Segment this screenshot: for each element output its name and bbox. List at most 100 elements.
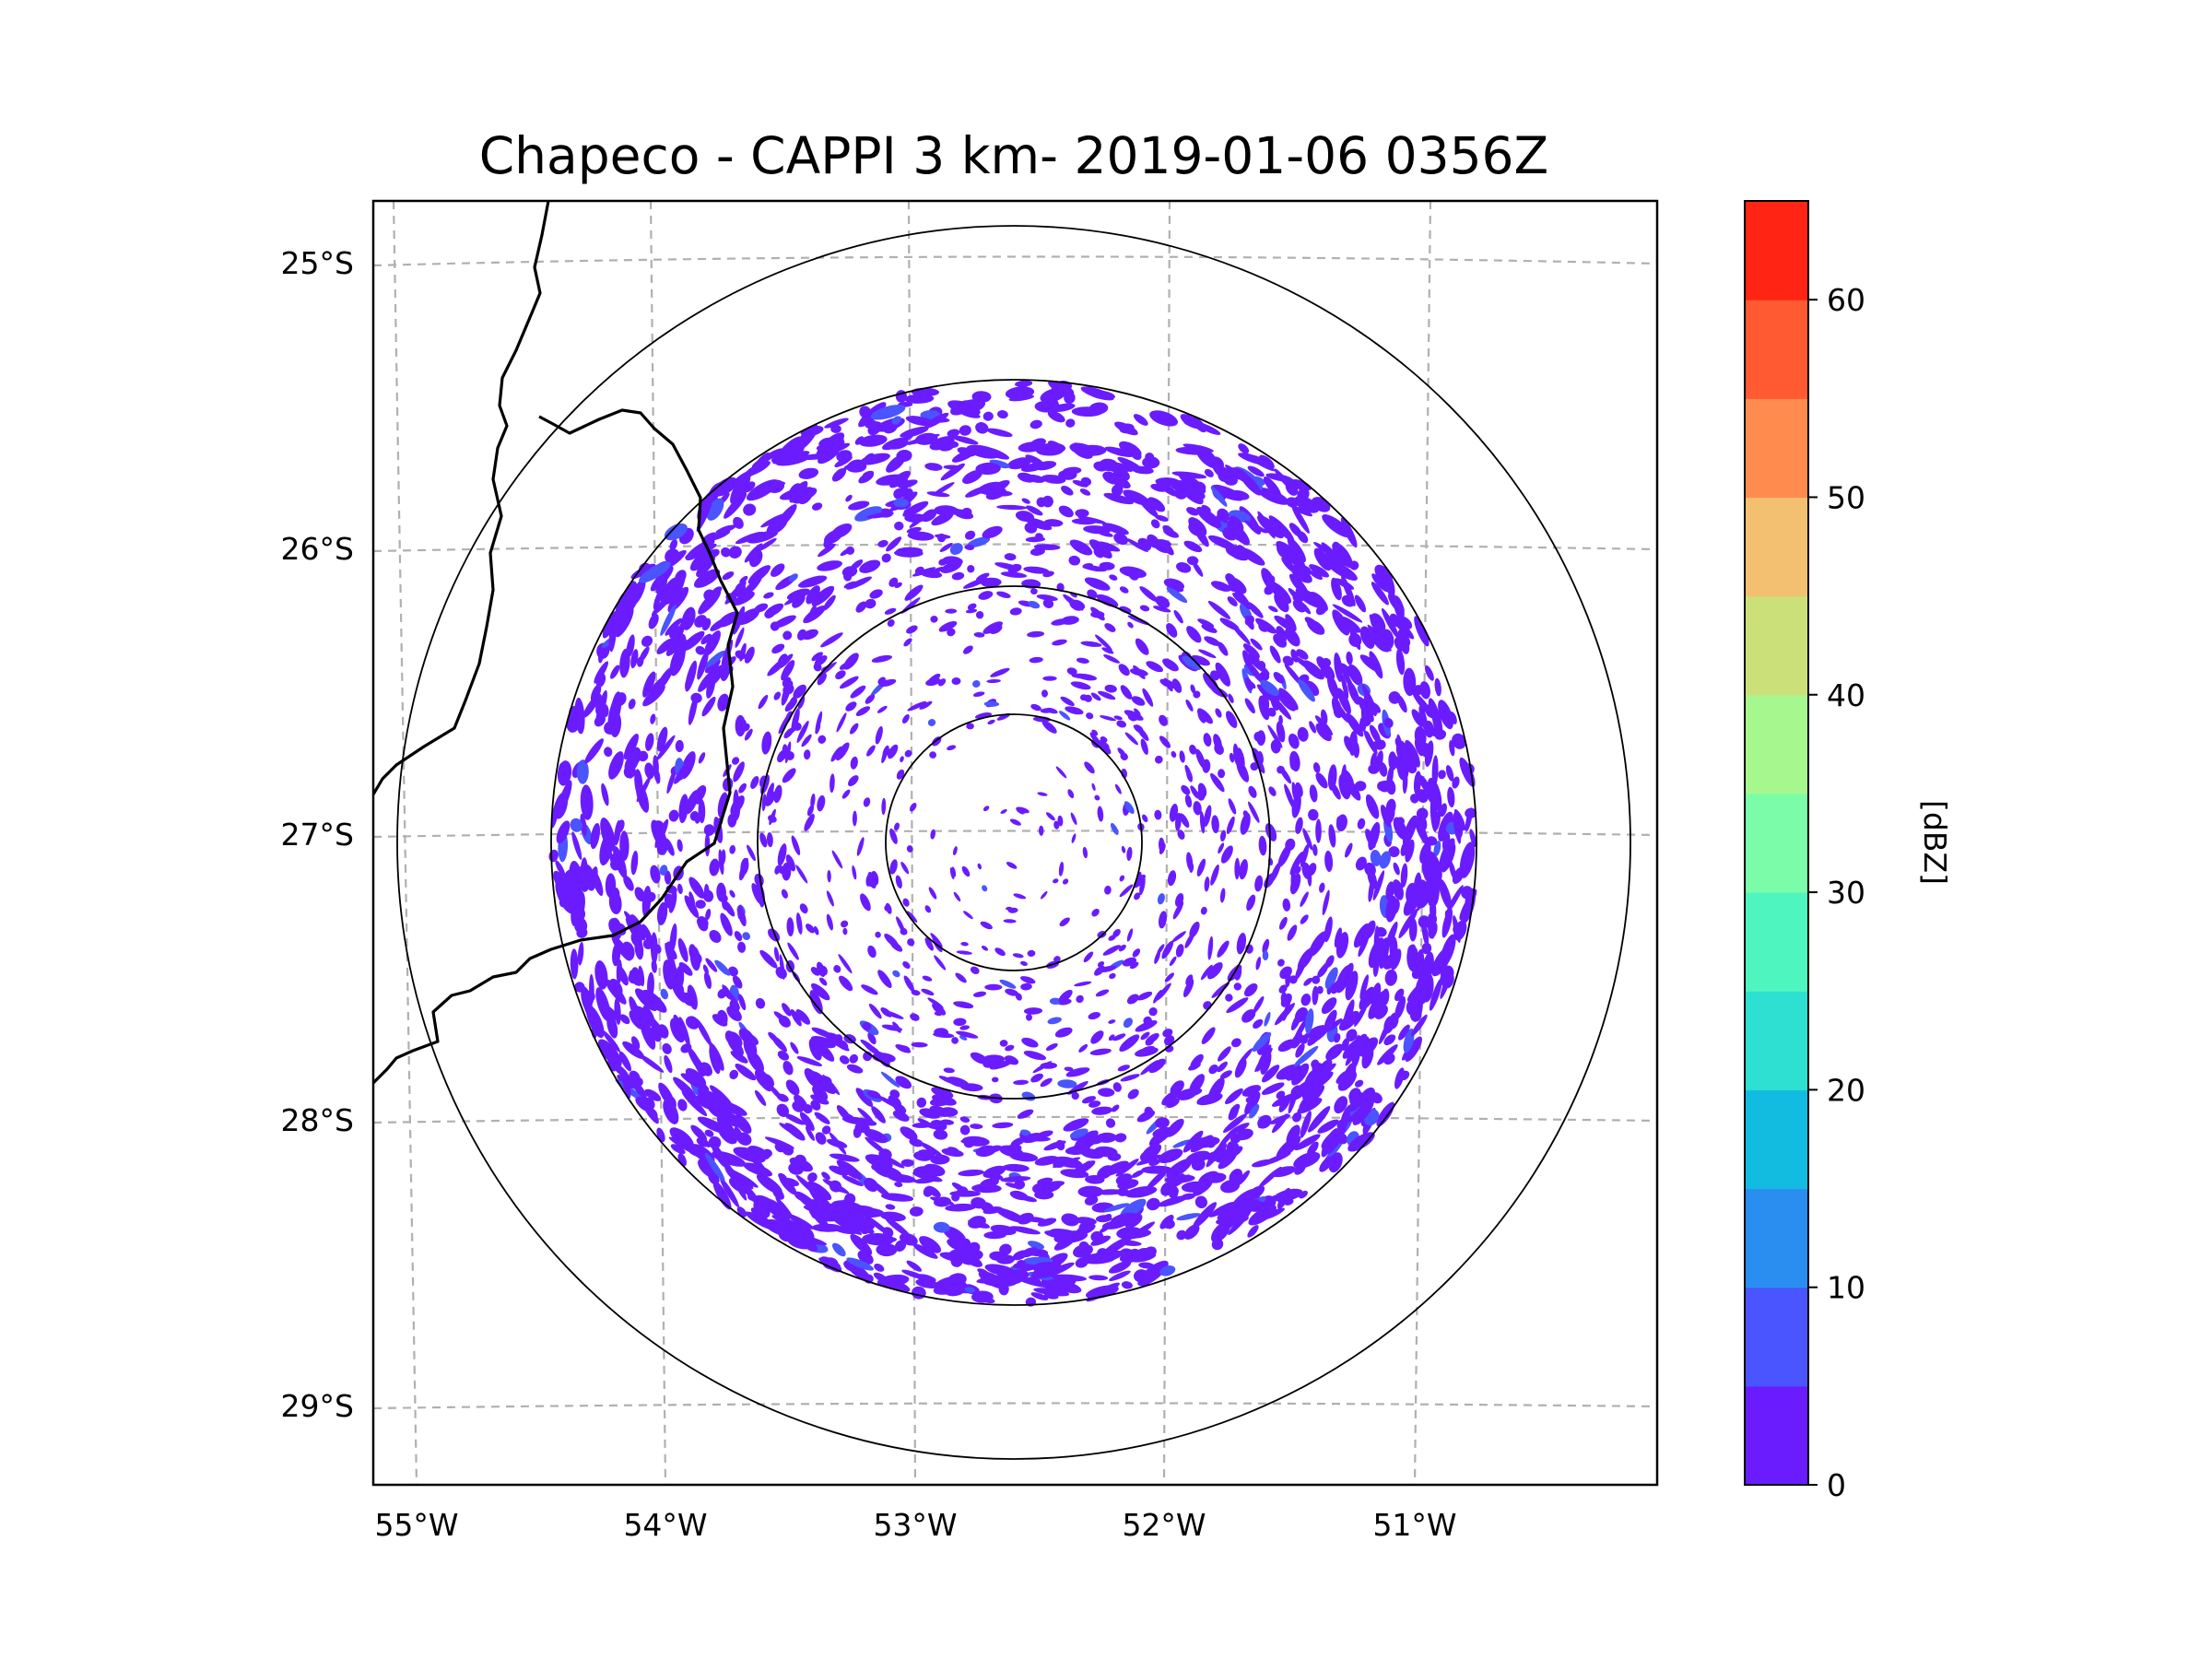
echo-cell bbox=[782, 677, 792, 688]
echo-cell bbox=[1096, 594, 1119, 607]
echo-cell bbox=[884, 607, 897, 615]
echo-cell bbox=[721, 849, 726, 865]
echo-cell bbox=[1429, 977, 1443, 1011]
echo-cell bbox=[783, 591, 806, 606]
echo-cell bbox=[1045, 812, 1055, 821]
echo-cell bbox=[789, 480, 808, 503]
echo-cell bbox=[924, 412, 949, 429]
echo-cell bbox=[1365, 794, 1380, 819]
echo-cell bbox=[1247, 1225, 1259, 1238]
echo-cell bbox=[798, 575, 828, 588]
echo-cell bbox=[1089, 1048, 1112, 1055]
echo-cell bbox=[1385, 798, 1396, 815]
echo-cell bbox=[781, 660, 795, 681]
echo-cell bbox=[906, 845, 913, 853]
echo-cell bbox=[810, 794, 816, 808]
echo-cell bbox=[1005, 1044, 1015, 1052]
echo-cell bbox=[1047, 1287, 1061, 1295]
echo-cell bbox=[1070, 681, 1091, 690]
echo-cell bbox=[642, 938, 653, 949]
colorbar-segment bbox=[1745, 991, 1808, 1090]
echo-cell bbox=[808, 1038, 822, 1061]
echo-cell bbox=[1131, 696, 1146, 706]
echo-cell bbox=[935, 1285, 949, 1293]
echo-cell bbox=[1042, 1262, 1075, 1278]
echo-cell bbox=[1172, 900, 1184, 920]
echo-cell bbox=[1312, 975, 1321, 984]
echo-cell bbox=[1459, 841, 1476, 878]
echo-cell bbox=[826, 1138, 848, 1148]
echo-cell bbox=[1244, 698, 1255, 714]
echo-cell bbox=[1364, 920, 1376, 939]
echo-cell bbox=[817, 560, 842, 571]
echo-cell bbox=[861, 984, 878, 995]
echo-cell bbox=[1288, 573, 1309, 596]
echo-cell bbox=[1117, 1179, 1139, 1190]
echo-cell bbox=[1277, 690, 1296, 712]
echo-cell bbox=[742, 932, 751, 941]
echo-cell bbox=[885, 1204, 896, 1210]
echo-cell bbox=[904, 584, 924, 601]
echo-cell bbox=[1142, 688, 1154, 707]
echo-cell bbox=[906, 433, 940, 445]
echo-cell bbox=[1268, 606, 1278, 613]
echo-cell bbox=[831, 1242, 846, 1257]
echo-cell bbox=[985, 488, 1006, 500]
echo-cell bbox=[777, 749, 787, 763]
echo-cell bbox=[1302, 828, 1313, 851]
echo-cell bbox=[1053, 820, 1060, 830]
echo-cell bbox=[642, 989, 667, 1013]
echo-cell bbox=[1083, 951, 1094, 963]
echo-cell bbox=[1291, 1063, 1310, 1086]
echo-cell bbox=[1441, 835, 1451, 852]
echo-cell bbox=[681, 1090, 708, 1117]
echo-cell bbox=[1191, 654, 1210, 666]
echo-cell bbox=[894, 1182, 903, 1188]
echo-cell bbox=[1254, 1047, 1273, 1073]
echo-cell bbox=[1059, 917, 1070, 927]
lat-label-25s: 25°S bbox=[281, 245, 354, 281]
echo-cell bbox=[662, 1042, 672, 1054]
echo-cell bbox=[672, 621, 685, 648]
echo-cell bbox=[665, 618, 682, 636]
echo-cell bbox=[902, 898, 910, 907]
echo-cell bbox=[777, 1213, 791, 1226]
echo-cell bbox=[729, 999, 740, 1014]
echo-cell bbox=[1294, 1163, 1306, 1175]
echo-cell bbox=[886, 536, 902, 552]
echo-cell bbox=[956, 950, 972, 955]
echo-cell bbox=[677, 839, 683, 853]
echo-cell bbox=[839, 975, 853, 992]
echo-cell bbox=[615, 692, 627, 707]
echo-cell bbox=[1393, 862, 1400, 876]
echo-cell bbox=[795, 1191, 821, 1213]
echo-cell bbox=[1268, 515, 1295, 542]
echo-cell bbox=[934, 1028, 948, 1037]
echo-cell bbox=[1082, 565, 1107, 572]
echo-cell bbox=[1146, 1167, 1170, 1191]
echo-cell bbox=[818, 1257, 841, 1268]
echo-cell bbox=[898, 479, 918, 488]
echo-cell bbox=[795, 1009, 811, 1025]
border-brazil-argentina bbox=[373, 408, 739, 1085]
echo-cell bbox=[1217, 1198, 1247, 1220]
echo-cell bbox=[930, 829, 936, 840]
echo-cell bbox=[595, 672, 606, 688]
echo-cell bbox=[1120, 685, 1133, 700]
echo-cell bbox=[830, 523, 853, 539]
echo-cell bbox=[1128, 571, 1139, 581]
echo-cell bbox=[917, 1149, 935, 1158]
echo-cell bbox=[1334, 1096, 1348, 1114]
echo-cell bbox=[694, 615, 708, 628]
echo-cell bbox=[738, 782, 747, 794]
echo-cell bbox=[615, 819, 625, 834]
echo-cell bbox=[1364, 862, 1376, 877]
map-frame bbox=[371, 199, 1659, 1487]
echo-cell bbox=[1200, 906, 1207, 915]
echo-cell bbox=[1181, 784, 1191, 795]
echo-cell bbox=[1309, 931, 1327, 957]
echo-cell bbox=[743, 503, 757, 516]
echo-cell bbox=[824, 1032, 843, 1043]
echo-cell bbox=[1071, 833, 1077, 843]
echo-cell bbox=[1434, 677, 1441, 697]
